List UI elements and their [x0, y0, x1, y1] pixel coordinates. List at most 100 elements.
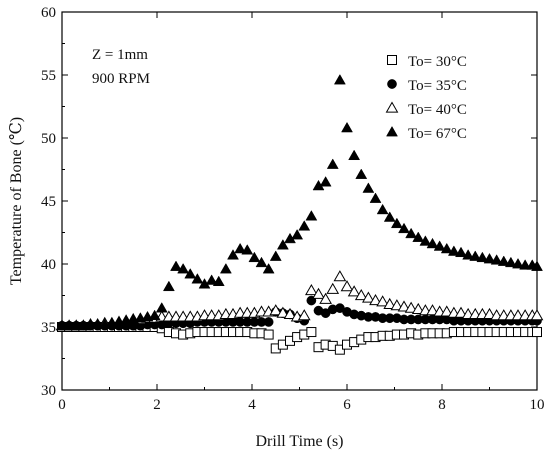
data-point [155, 302, 168, 313]
data-point [340, 280, 354, 292]
data-point [455, 246, 467, 258]
data-markers [55, 74, 544, 355]
data-point [483, 252, 496, 264]
data-point [390, 217, 403, 229]
data-point [426, 304, 439, 316]
data-point [531, 260, 543, 271]
y-tick-label: 45 [41, 194, 56, 210]
data-point [398, 222, 410, 234]
legend: To= 30°C To= 35°C To= 40°C To= 67°C [385, 54, 467, 142]
y-tick-label: 55 [41, 68, 56, 84]
x-tick-label: 2 [153, 397, 161, 413]
data-point [319, 176, 332, 187]
x-tick-label: 10 [530, 397, 545, 413]
data-point [376, 203, 389, 215]
data-point [312, 287, 325, 299]
y-tick-label: 30 [41, 383, 56, 399]
series-3 [56, 74, 543, 331]
data-point [347, 285, 361, 297]
x-tick-label: 6 [343, 397, 351, 413]
data-point [355, 168, 368, 179]
x-tick-label: 4 [248, 397, 256, 413]
data-point [298, 220, 311, 231]
data-point [490, 254, 503, 265]
data-point [369, 192, 382, 203]
data-point [390, 299, 404, 311]
data-point [263, 329, 274, 340]
data-point [404, 301, 418, 313]
data-point [397, 300, 411, 312]
data-point [276, 306, 290, 318]
data-point [447, 245, 460, 256]
data-point [497, 255, 510, 266]
data-point [530, 309, 544, 321]
data-point [454, 306, 468, 318]
x-tick-label: 8 [438, 397, 446, 413]
data-point [170, 260, 182, 271]
legend-label: To= 35°C [408, 78, 467, 94]
data-point [248, 251, 261, 263]
data-point [305, 283, 318, 296]
data-point [383, 297, 397, 309]
data-point [241, 244, 254, 255]
data-point [532, 327, 542, 338]
y-tick-label: 40 [41, 257, 56, 273]
data-point [205, 274, 218, 285]
data-point [262, 263, 275, 274]
data-point [291, 229, 304, 240]
data-point [504, 256, 517, 268]
data-point [326, 282, 340, 294]
data-point [333, 74, 346, 85]
annotation-speed: 900 RPM [92, 71, 150, 87]
data-point [177, 263, 190, 274]
data-point [269, 304, 283, 316]
data-point [219, 263, 232, 274]
data-point [383, 211, 396, 222]
data-point [326, 158, 339, 169]
data-point [255, 256, 268, 268]
data-point [234, 242, 247, 254]
data-point [440, 305, 454, 317]
data-point [319, 292, 332, 304]
legend-label: To= 40°C [408, 102, 467, 118]
data-point [212, 275, 225, 287]
data-point [269, 250, 282, 261]
data-point [362, 291, 375, 303]
data-point [305, 210, 318, 221]
data-point [276, 239, 289, 250]
y-tick-label: 60 [41, 5, 56, 21]
data-point [354, 288, 368, 301]
data-point [334, 344, 345, 355]
data-point [512, 257, 524, 269]
data-point [162, 280, 175, 292]
data-point [184, 268, 197, 279]
legend-marker [386, 125, 398, 137]
data-point [283, 307, 297, 320]
data-point [433, 240, 446, 251]
data-point [148, 309, 161, 321]
data-point [297, 309, 311, 321]
data-point [419, 235, 432, 246]
data-point [426, 237, 439, 249]
data-point [191, 273, 204, 284]
data-point [483, 307, 496, 320]
y-tick-label: 35 [41, 320, 56, 336]
legend-marker [387, 79, 397, 89]
data-point [412, 231, 425, 242]
data-point [405, 227, 418, 239]
data-point [369, 294, 382, 306]
data-point [306, 327, 317, 338]
data-point [476, 251, 489, 263]
annotation-depth: Z = 1mm [92, 47, 148, 63]
data-point [227, 249, 239, 260]
y-axis: 30 35 40 45 50 55 60 [41, 5, 537, 399]
data-point [263, 317, 274, 327]
legend-label: To= 67°C [408, 126, 467, 142]
data-point [341, 121, 353, 133]
x-axis-title: Drill Time (s) [255, 433, 343, 450]
data-point [376, 295, 389, 307]
legend-label: To= 30°C [408, 54, 467, 70]
data-point [462, 249, 475, 260]
data-point [348, 149, 361, 161]
legend-marker [387, 55, 397, 65]
